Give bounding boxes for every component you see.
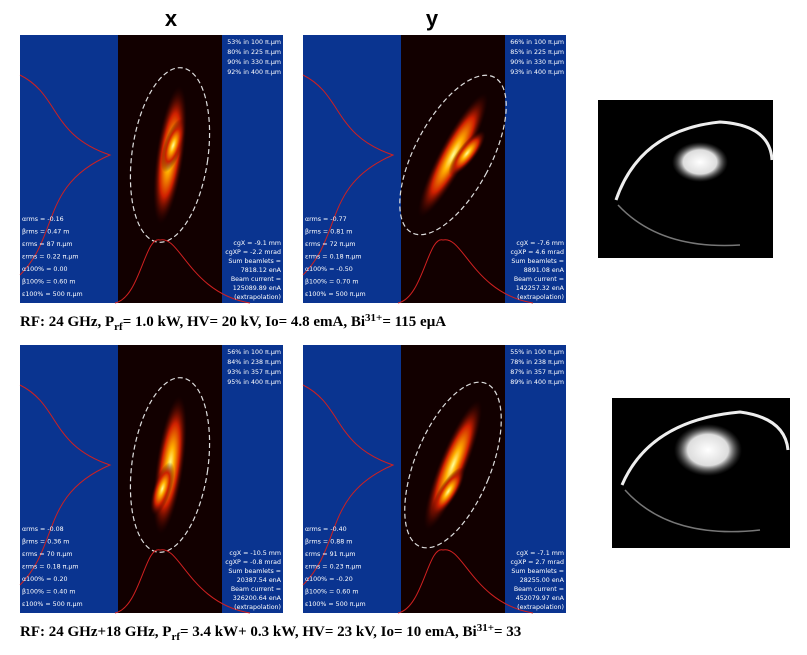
plot-stat: 89% in 400 π.μm <box>510 379 564 386</box>
plot-stat: βrms = 0.81 m <box>305 229 352 236</box>
plot-stat: β100% = 0.40 m <box>22 589 75 596</box>
caption-part: RF: 24 GHz, P <box>20 314 114 330</box>
emittance-plot: 53% in 100 π.μm 80% in 225 π.μm 90% in 330… <box>20 35 283 303</box>
plot-stat: βrms = 0.88 m <box>305 539 352 546</box>
plot-stat: (extrapolation) <box>517 604 564 611</box>
plot-stat: βrms = 0.47 m <box>22 229 69 236</box>
plot-stat: 28255.00 enA <box>520 577 565 584</box>
plot-stat: 53% in 100 π.μm <box>227 39 281 46</box>
caption: RF: 24 GHz, Prf= 1.0 kW, HV= 20 kV, Io= … <box>20 312 446 333</box>
plot-stat: β100% = 0.70 m <box>305 279 358 286</box>
column-header: y <box>426 6 439 31</box>
plot-stat: α100% = -0.50 <box>305 266 353 273</box>
plot-stat: αrms = -0.16 <box>22 216 64 223</box>
plot-stat: βrms = 0.36 m <box>22 539 69 546</box>
emittance-plot: 66% in 100 π.μm 85% in 225 π.μm 90% in 330… <box>303 35 566 303</box>
caption: RF: 24 GHz+18 GHz, Prf= 3.4 kW+ 0.3 kW, … <box>20 622 521 643</box>
plot-stat: Sum beamlets = <box>511 258 564 265</box>
beam-photo <box>612 398 790 548</box>
plot-stat: 8891.08 enA <box>524 267 565 274</box>
plot-stat: 87% in 357 π.μm <box>510 369 564 376</box>
plot-stat: εrms = 0.23 π.μm <box>305 564 362 571</box>
caption-part: = 115 eμA <box>382 314 446 330</box>
beam-photo <box>598 100 773 258</box>
plot-stat: εrms = 0.18 π.μm <box>22 564 79 571</box>
plot-stat: 84% in 238 π.μm <box>227 359 281 366</box>
caption-part: RF: 24 GHz+18 GHz, P <box>20 624 171 640</box>
plot-stat: Sum beamlets = <box>228 258 281 265</box>
plot-stat: 95% in 400 π.μm <box>227 379 281 386</box>
plot-stat: 93% in 400 π.μm <box>510 69 564 76</box>
plot-stat: ε100% = 500 π.μm <box>22 291 83 298</box>
plot-stat: 56% in 100 π.μm <box>227 349 281 356</box>
plot-stat: cgXP = 2.7 mrad <box>511 559 564 566</box>
plot-stat: εrms = 0.22 π.μm <box>22 254 79 261</box>
plot-stat: ε100% = 500 π.μm <box>22 601 83 608</box>
plot-stat: αrms = -0.08 <box>22 526 64 533</box>
plot-stat: cgX = -7.1 mm <box>516 550 564 557</box>
caption-part: 31+ <box>477 622 494 634</box>
plot-stat: (extrapolation) <box>517 294 564 301</box>
plot-stat: εrms = 87 π.μm <box>22 241 73 248</box>
plot-stat: 452079.97 enA <box>516 595 565 602</box>
plot-stat: Beam current = <box>514 276 564 283</box>
plot-stat: β100% = 0.60 m <box>305 589 358 596</box>
plot-stat: (extrapolation) <box>234 604 281 611</box>
plot-stat: 90% in 330 π.μm <box>227 59 281 66</box>
plot-stat: 85% in 225 π.μm <box>510 49 564 56</box>
plot-stat: (extrapolation) <box>234 294 281 301</box>
emittance-plot: 55% in 100 π.μm 78% in 238 π.μm 87% in 357… <box>303 345 566 613</box>
plot-stat: εrms = 91 π.μm <box>305 551 356 558</box>
plot-stat: 66% in 100 π.μm <box>510 39 564 46</box>
plot-stat: Beam current = <box>231 276 281 283</box>
plot-stat: cgX = -9.1 mm <box>233 240 281 247</box>
plot-stat: Beam current = <box>514 586 564 593</box>
plot-stat: α100% = 0.20 <box>22 576 67 583</box>
plot-stat: Sum beamlets = <box>511 568 564 575</box>
plot-stat: 78% in 238 π.μm <box>510 359 564 366</box>
plot-stat: εrms = 72 π.μm <box>305 241 356 248</box>
caption-part: rf <box>171 631 180 643</box>
plot-stat: 326200.64 enA <box>233 595 282 602</box>
column-header: x <box>165 6 178 31</box>
caption-part: = 1.0 kW, HV= 20 kV, Io= 4.8 emA, Bi <box>123 314 365 330</box>
emittance-plot: 56% in 100 π.μm 84% in 238 π.μm 93% in 357… <box>20 345 283 613</box>
plot-stat: 93% in 357 π.μm <box>227 369 281 376</box>
plot-stat: 92% in 400 π.μm <box>227 69 281 76</box>
plot-stat: ε100% = 500 π.μm <box>305 291 366 298</box>
plot-stat: α100% = 0.00 <box>22 266 67 273</box>
caption-part: = 3.4 kW+ 0.3 kW, HV= 23 kV, Io= 10 emA,… <box>180 624 477 640</box>
plot-stat: 80% in 225 π.μm <box>227 49 281 56</box>
plot-stat: αrms = -0.40 <box>305 526 347 533</box>
plot-stat: cgX = -7.6 mm <box>516 240 564 247</box>
plot-stat: β100% = 0.60 m <box>22 279 75 286</box>
plot-stat: αrms = -0.77 <box>305 216 347 223</box>
plot-stat: 142257.32 enA <box>516 285 565 292</box>
plot-stat: 20387.54 enA <box>237 577 282 584</box>
plot-stat: 7818.12 enA <box>241 267 282 274</box>
plot-stat: Sum beamlets = <box>228 568 281 575</box>
plot-stat: 125089.89 enA <box>233 285 282 292</box>
caption-part: 31+ <box>365 312 382 324</box>
plot-stat: Beam current = <box>231 586 281 593</box>
caption-part: rf <box>114 321 123 333</box>
plot-stat: 90% in 330 π.μm <box>510 59 564 66</box>
plot-stat: α100% = -0.20 <box>305 576 353 583</box>
plot-stat: cgXP = -2.2 mrad <box>225 249 281 256</box>
plot-stat: εrms = 0.18 π.μm <box>305 254 362 261</box>
plot-stat: ε100% = 500 π.μm <box>305 601 366 608</box>
plot-stat: cgX = -10.5 mm <box>229 550 281 557</box>
caption-part: = 33 <box>494 624 521 640</box>
figure: x y 53% in 100 π.μm 80% in 225 π.μm 90% in… <box>0 0 807 655</box>
plot-stat: cgXP = 4.6 mrad <box>511 249 564 256</box>
plot-stat: 55% in 100 π.μm <box>510 349 564 356</box>
plot-stat: cgXP = -0.8 mrad <box>225 559 281 566</box>
plot-stat: εrms = 70 π.μm <box>22 551 73 558</box>
